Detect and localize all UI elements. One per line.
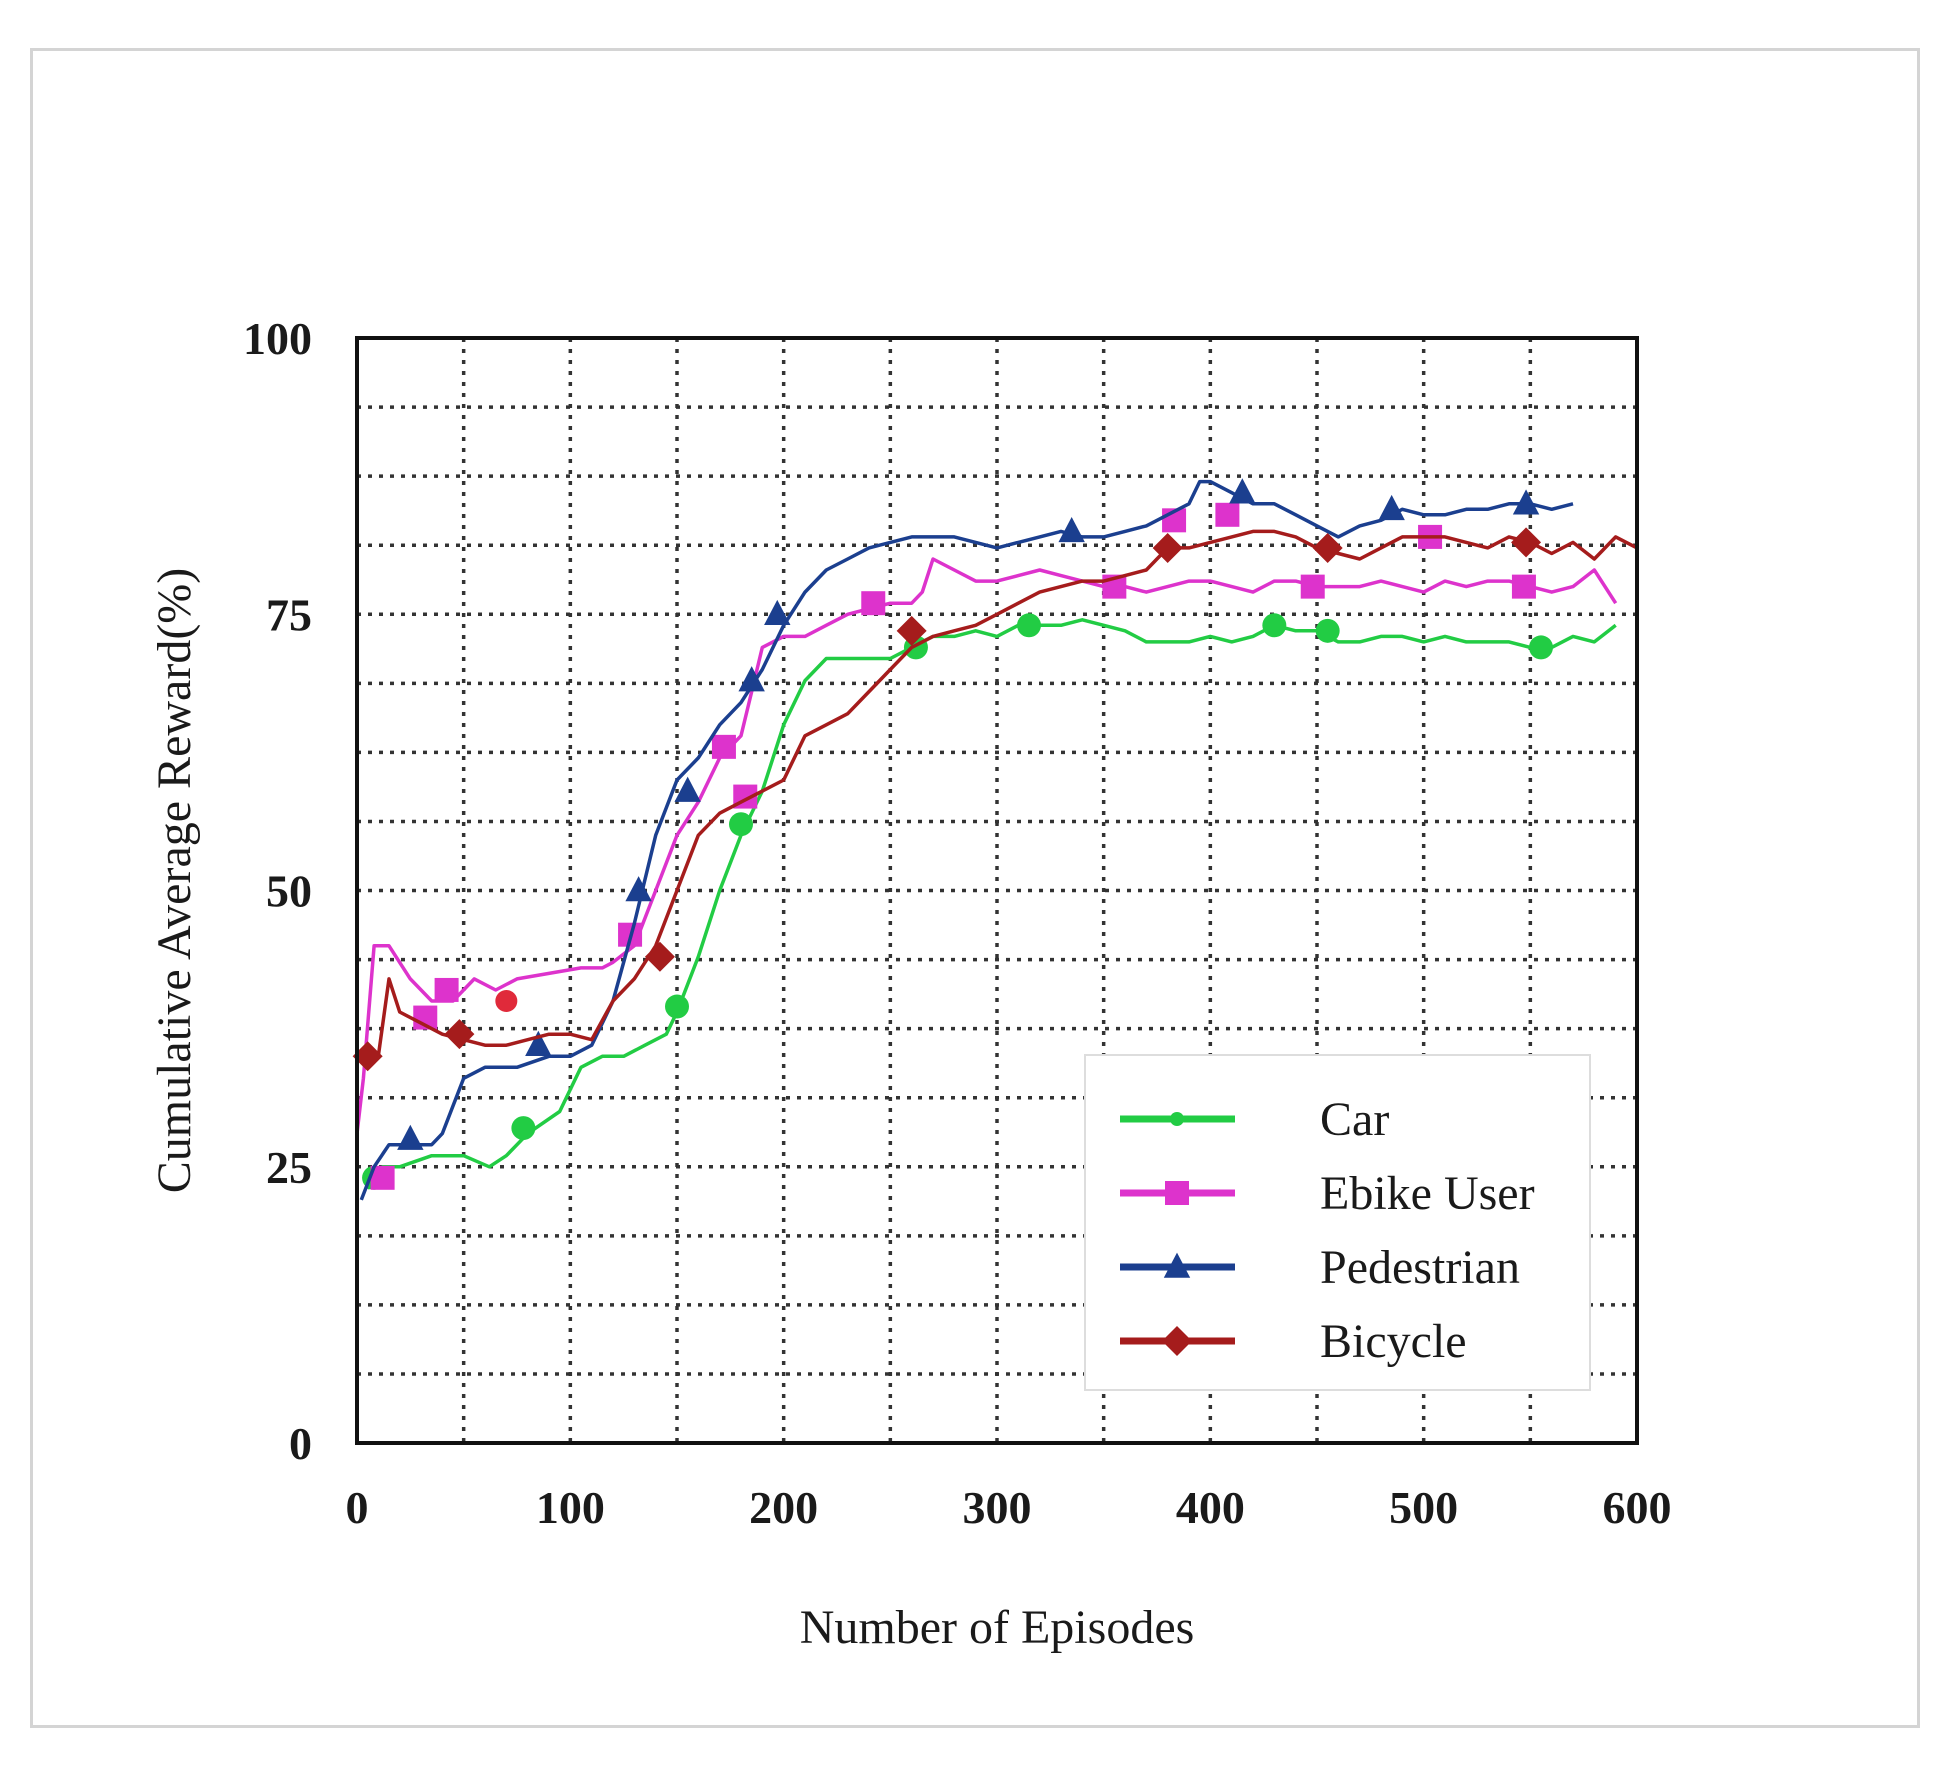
y-tick-label: 75 — [266, 589, 312, 640]
y-tick-label: 0 — [289, 1418, 312, 1469]
series-line — [355, 529, 1638, 1070]
series-line — [366, 618, 1617, 1190]
data-point-marker — [1152, 532, 1183, 563]
data-point-marker — [896, 615, 927, 646]
data-point-marker — [711, 734, 736, 759]
legend-label: Ebike User — [1320, 1167, 1535, 1220]
data-point-marker — [1162, 1326, 1192, 1356]
legend-item: Ebike User — [1120, 1167, 1535, 1220]
data-point-marker — [1165, 1181, 1189, 1205]
x-axis: 0 100 200 300 400 500 600 — [346, 1482, 1672, 1533]
data-point-marker — [397, 1124, 424, 1150]
data-point-marker — [1163, 1252, 1191, 1278]
data-point-marker — [525, 1030, 552, 1056]
legend-item: Car — [1120, 1093, 1389, 1146]
x-tick-label: 600 — [1603, 1482, 1672, 1533]
data-point-marker — [495, 990, 518, 1012]
data-point-marker — [729, 812, 753, 837]
data-point-marker — [1215, 502, 1240, 527]
legend-item: Bicycle — [1120, 1315, 1467, 1368]
data-point-marker — [738, 666, 765, 692]
series-layer — [352, 478, 1638, 1201]
series-line — [359, 479, 1574, 1201]
x-tick-label: 400 — [1176, 1482, 1245, 1533]
data-point-marker — [1170, 1112, 1184, 1126]
data-point-marker — [1017, 613, 1041, 638]
data-point-marker — [1512, 489, 1540, 515]
data-point-marker — [764, 599, 791, 626]
data-point-marker — [1312, 532, 1343, 563]
legend: Car Ebike User Pedestrian Bicycle — [1084, 1054, 1591, 1391]
legend-label: Pedestrian — [1320, 1241, 1520, 1294]
y-tick-label: 25 — [266, 1142, 312, 1193]
y-axis: 0 25 50 75 100 — [243, 313, 312, 1469]
data-point-marker — [1300, 574, 1325, 599]
data-point-marker — [861, 591, 886, 616]
legend-item: Pedestrian — [1120, 1241, 1520, 1294]
legend-label: Bicycle — [1320, 1315, 1467, 1368]
data-point-marker — [625, 876, 652, 902]
data-point-marker — [444, 1019, 475, 1050]
data-point-marker — [511, 1116, 536, 1141]
y-tick-label: 100 — [243, 313, 312, 364]
data-point-marker — [352, 1041, 383, 1072]
data-point-marker — [1315, 618, 1340, 643]
plot-border — [355, 336, 1639, 1445]
data-point-marker — [674, 776, 701, 802]
data-point-marker — [1529, 635, 1553, 660]
x-tick-label: 300 — [963, 1482, 1032, 1533]
x-tick-label: 500 — [1389, 1482, 1458, 1533]
x-tick-label: 0 — [346, 1482, 369, 1533]
data-point-marker — [1229, 478, 1256, 504]
x-axis-title: Number of Episodes — [800, 1601, 1195, 1654]
x-tick-label: 100 — [536, 1482, 605, 1533]
series-line — [355, 557, 1618, 1134]
series-ebike-user — [355, 502, 1618, 1190]
data-point-marker — [1378, 494, 1405, 521]
data-point-marker — [1511, 527, 1542, 558]
data-point-marker — [665, 994, 689, 1019]
y-axis-title: Cumulative Average Reward(%) — [148, 568, 201, 1194]
x-tick-label: 200 — [749, 1482, 818, 1533]
data-point-marker — [644, 941, 675, 972]
y-tick-label: 50 — [266, 866, 312, 917]
series-bicycle — [352, 527, 1638, 1072]
data-point-marker — [1058, 516, 1085, 543]
data-point-marker — [1262, 613, 1287, 638]
data-point-marker — [434, 977, 459, 1002]
data-point-marker — [1511, 574, 1536, 599]
series-pedestrian — [359, 478, 1574, 1201]
legend-label: Car — [1320, 1093, 1389, 1146]
